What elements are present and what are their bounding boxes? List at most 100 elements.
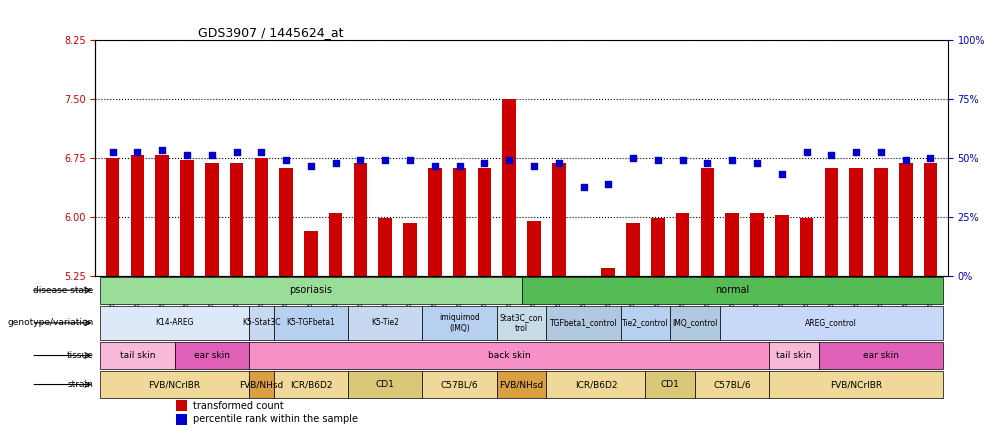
- Bar: [378, 218, 392, 276]
- Bar: [176, 400, 186, 411]
- Bar: [274, 371, 348, 398]
- Text: back skin: back skin: [487, 351, 530, 360]
- Bar: [719, 306, 942, 340]
- Point: [278, 157, 294, 164]
- Bar: [601, 268, 614, 276]
- Point: [550, 160, 566, 167]
- Text: K5-Stat3C: K5-Stat3C: [241, 318, 281, 327]
- Point: [872, 149, 888, 156]
- Text: CD1: CD1: [660, 380, 679, 389]
- Point: [129, 149, 145, 156]
- Text: C57BL/6: C57BL/6: [712, 380, 750, 389]
- Text: normal: normal: [714, 285, 748, 295]
- Bar: [502, 99, 515, 276]
- Bar: [650, 218, 664, 276]
- Text: transformed count: transformed count: [193, 401, 284, 411]
- Bar: [775, 215, 788, 276]
- Bar: [100, 306, 248, 340]
- Bar: [422, 306, 496, 340]
- Text: CD1: CD1: [376, 380, 395, 389]
- Text: K14-AREG: K14-AREG: [155, 318, 193, 327]
- Point: [228, 149, 244, 156]
- Bar: [130, 155, 144, 276]
- Bar: [422, 371, 496, 398]
- Text: disease state: disease state: [33, 286, 93, 295]
- Bar: [174, 342, 248, 369]
- Point: [501, 157, 517, 164]
- Point: [203, 152, 219, 159]
- Text: tissue: tissue: [67, 351, 93, 360]
- Text: imiquimod
(IMQ): imiquimod (IMQ): [439, 313, 480, 333]
- Text: GDS3907 / 1445624_at: GDS3907 / 1445624_at: [197, 26, 343, 39]
- Text: ear skin: ear skin: [193, 351, 229, 360]
- Point: [575, 183, 591, 190]
- Point: [748, 160, 765, 167]
- Text: ICR/B6D2: ICR/B6D2: [290, 380, 332, 389]
- Bar: [849, 168, 862, 276]
- Bar: [348, 371, 422, 398]
- Text: Stat3C_con
trol: Stat3C_con trol: [499, 313, 543, 333]
- Bar: [348, 306, 422, 340]
- Text: C57BL/6: C57BL/6: [440, 380, 478, 389]
- Bar: [279, 168, 293, 276]
- Bar: [824, 168, 838, 276]
- Point: [104, 148, 120, 155]
- Bar: [100, 371, 248, 398]
- Point: [328, 160, 344, 167]
- Text: FVB/NCrIBR: FVB/NCrIBR: [830, 380, 882, 389]
- Text: AREG_control: AREG_control: [805, 318, 857, 327]
- Point: [848, 149, 864, 156]
- Bar: [551, 163, 565, 276]
- Point: [451, 162, 467, 169]
- Bar: [769, 342, 819, 369]
- Text: Tie2_control: Tie2_control: [621, 318, 668, 327]
- Bar: [180, 160, 193, 276]
- Bar: [819, 342, 942, 369]
- Text: percentile rank within the sample: percentile rank within the sample: [193, 414, 358, 424]
- Point: [402, 157, 418, 164]
- Bar: [898, 163, 912, 276]
- Point: [525, 162, 541, 169]
- Bar: [724, 213, 738, 276]
- Bar: [452, 168, 466, 276]
- Bar: [204, 163, 218, 276]
- Point: [773, 170, 789, 177]
- Bar: [749, 213, 764, 276]
- Bar: [700, 168, 713, 276]
- Bar: [675, 213, 688, 276]
- Bar: [873, 168, 887, 276]
- Bar: [304, 231, 318, 276]
- Bar: [255, 158, 268, 276]
- Text: IMQ_control: IMQ_control: [671, 318, 717, 327]
- Point: [377, 157, 393, 164]
- Point: [476, 160, 492, 167]
- Bar: [769, 371, 942, 398]
- Point: [723, 157, 739, 164]
- Point: [303, 162, 319, 169]
- Bar: [645, 371, 694, 398]
- Text: tail skin: tail skin: [776, 351, 811, 360]
- Bar: [403, 223, 417, 276]
- Text: FVB/NHsd: FVB/NHsd: [499, 380, 543, 389]
- Point: [698, 160, 714, 167]
- Bar: [799, 218, 813, 276]
- Text: tail skin: tail skin: [119, 351, 155, 360]
- Bar: [428, 168, 441, 276]
- Bar: [521, 277, 942, 304]
- Point: [922, 154, 938, 161]
- Point: [427, 162, 443, 169]
- Bar: [100, 342, 174, 369]
- Bar: [329, 213, 342, 276]
- Text: ICR/B6D2: ICR/B6D2: [574, 380, 616, 389]
- Bar: [248, 371, 274, 398]
- Bar: [546, 306, 620, 340]
- Bar: [669, 306, 719, 340]
- Point: [599, 180, 615, 187]
- Bar: [248, 342, 769, 369]
- Text: K5-Tie2: K5-Tie2: [371, 318, 399, 327]
- Bar: [354, 163, 367, 276]
- Bar: [100, 277, 521, 304]
- Text: genotype/variation: genotype/variation: [7, 318, 93, 327]
- Bar: [496, 371, 546, 398]
- Point: [649, 157, 665, 164]
